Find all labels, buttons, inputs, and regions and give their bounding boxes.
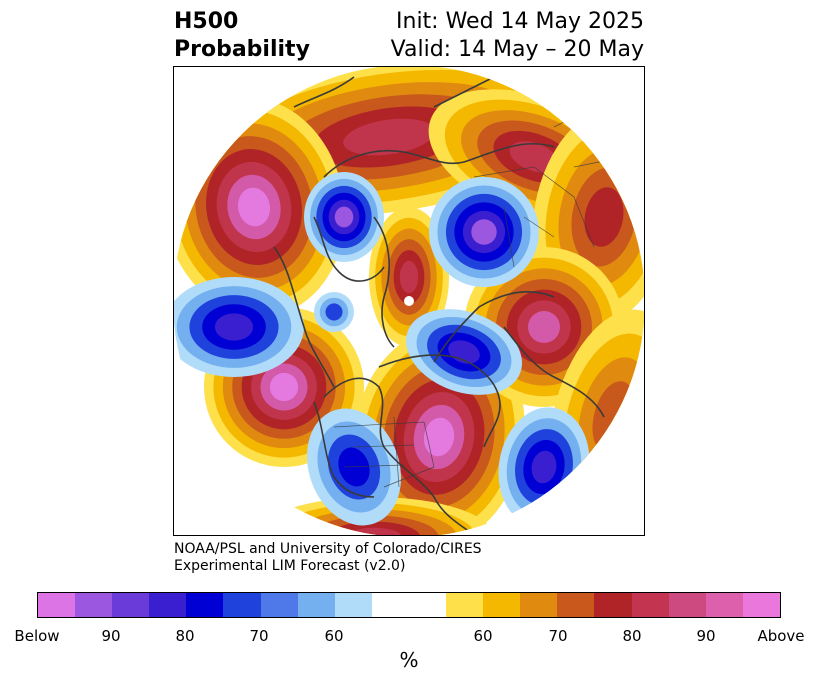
title-right: Init: Wed 14 May 2025 Valid: 14 May – 20… (391, 8, 644, 64)
valid-range: Valid: 14 May – 20 May (390, 37, 644, 62)
colorbar-segment (297, 593, 335, 617)
colorbar-tick-label: 60 (473, 627, 493, 645)
title-left: H500 Probability (174, 8, 310, 64)
above-normal-contour (237, 187, 271, 227)
above-normal-contour (584, 187, 624, 247)
north-pole-marker (404, 296, 414, 306)
colorbar-segment (668, 593, 706, 617)
above-normal-contour (343, 118, 435, 156)
below-normal-contour (531, 450, 557, 484)
colorbar-tick-label: 90 (696, 627, 716, 645)
political-borders (333, 96, 635, 488)
coastlines (273, 76, 605, 535)
colorbar (37, 592, 781, 618)
init-date: Init: Wed 14 May 2025 (396, 9, 644, 34)
above-normal-contour (509, 141, 559, 173)
colorbar-segment (631, 593, 669, 617)
colorbar-segment (186, 593, 224, 617)
colorbar-segment (483, 593, 521, 617)
above-normal-contour (423, 417, 455, 457)
colorbar-segment (446, 593, 484, 617)
colorbar-tick-label: Below (14, 627, 60, 645)
colorbar-segment (112, 593, 150, 617)
colorbar-segment (223, 593, 261, 617)
colorbar-tick-label: 70 (548, 627, 568, 645)
colorbar-tick-label: 80 (175, 627, 195, 645)
colorbar-segment (371, 593, 409, 617)
colorbar-segment (594, 593, 632, 617)
title-variable: H500 (174, 9, 239, 34)
credit-block: NOAA/PSL and University of Colorado/CIRE… (174, 541, 482, 575)
colorbar-segment (75, 593, 113, 617)
colorbar-segment (38, 593, 76, 617)
colorbar-segment (149, 593, 187, 617)
colorbar-segment (334, 593, 372, 617)
below-normal-contour (214, 313, 254, 341)
colorbar-segment (557, 593, 595, 617)
colorbar-tick-label: Above (757, 627, 805, 645)
above-normal-contour (528, 311, 560, 343)
polar-map (174, 67, 644, 535)
below-normal-contour (325, 303, 343, 321)
colorbar-segment (520, 593, 558, 617)
colorbar-segment (408, 593, 447, 617)
title-product: Probability (174, 37, 310, 62)
map-panel (173, 66, 645, 536)
colorbar-tick-label: 90 (101, 627, 121, 645)
colorbar-segment (260, 593, 298, 617)
colorbar-unit: % (399, 648, 419, 672)
below-normal-contour (471, 219, 497, 245)
credit-line2: Experimental LIM Forecast (v2.0) (174, 558, 406, 574)
colorbar-segment (705, 593, 743, 617)
above-normal-contour (399, 260, 419, 294)
colorbar-tick-label: 80 (622, 627, 642, 645)
colorbar-tick-label: 60 (324, 627, 344, 645)
above-normal-contour (269, 372, 299, 402)
below-normal-contour (334, 206, 354, 228)
colorbar-tick-label: 70 (249, 627, 269, 645)
above-normal-contour (327, 521, 421, 535)
credit-line1: NOAA/PSL and University of Colorado/CIRE… (174, 541, 482, 557)
colorbar-segment (742, 593, 780, 617)
